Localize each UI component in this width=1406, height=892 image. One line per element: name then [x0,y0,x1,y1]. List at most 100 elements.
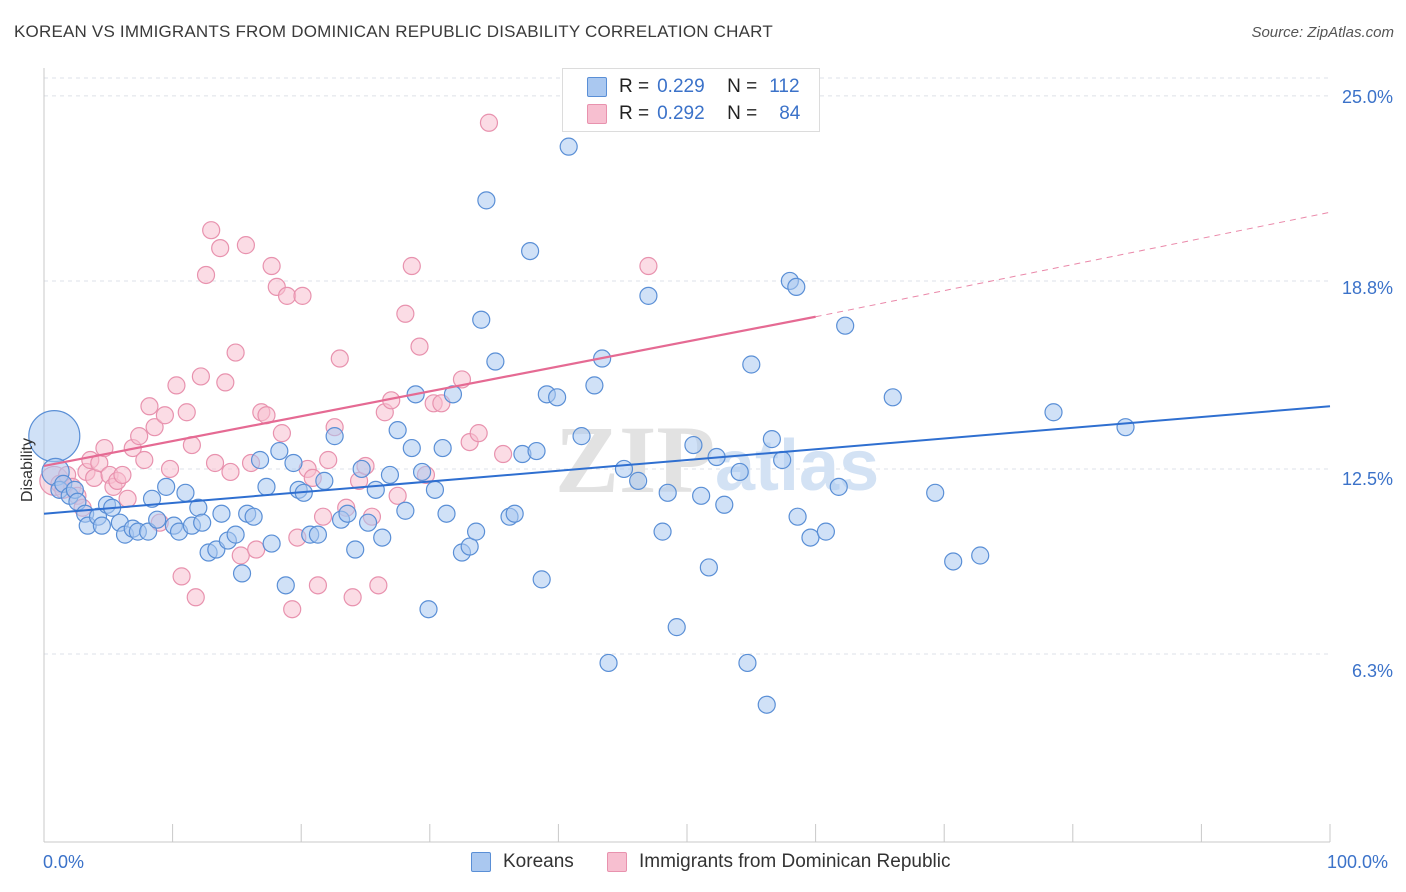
korean-point-60 [419,600,438,619]
korean-point-10 [92,516,111,535]
y-tick-label-12-5: 12.5% [1341,469,1393,489]
dominican-point-11 [95,438,114,458]
korean-point-46 [325,427,344,446]
korean-point-44 [308,525,328,544]
dominican-point-27 [177,403,196,422]
korean-trend-line [43,405,1331,515]
korean-point-49 [346,540,365,559]
y-tick-label-6-3: 6.3% [1351,661,1393,681]
korean-point-111 [971,546,990,565]
x-tick-label-min: 0.0% [43,852,85,872]
korean-n-value: 112 [769,76,800,97]
korean-point-59 [412,462,432,482]
y-tick-label-18-8: 18.8% [1341,278,1393,298]
dominican-point-53 [308,576,328,595]
dominican-n-label: N = [727,103,758,124]
dominican-point-16 [118,489,137,508]
korean-point-108 [883,388,902,407]
dominican-point-33 [205,453,225,473]
dominican-point-30 [191,367,210,386]
korean-point-62 [433,438,452,458]
korean-swatch [587,77,607,97]
dominican-point-39 [236,236,256,255]
korean-point-98 [757,695,776,714]
dominican-r-label: R = [619,103,650,124]
dominican-point-41 [247,540,266,559]
legend-stats: R = 0.229 N = 112 R = 0.292 N = 84 [562,68,820,132]
korean-point-76 [532,570,551,589]
korean-point-18 [142,489,162,508]
dominican-point-77 [494,444,513,464]
dominican-point-19 [135,450,154,470]
korean-point-99 [762,430,781,449]
korean-r-label: R = [619,76,650,97]
dominican-point-78 [639,256,658,276]
dominican-point-67 [396,304,415,323]
korean-point-61 [425,480,445,499]
dominican-point-21 [145,418,164,437]
legend-koreans-label: Koreans [503,851,574,872]
korean-point-54 [380,465,400,485]
korean-point-57 [402,438,421,458]
korean-point-96 [738,653,757,673]
dominican-point-35 [216,373,235,392]
korean-point-52 [366,480,385,499]
korean-point-37 [262,534,281,553]
korean-point-53 [373,528,392,547]
dominican-r-value: 0.292 [657,103,705,124]
korean-point-87 [653,522,672,541]
korean-point-68 [472,310,491,329]
korean-point-100 [773,450,792,470]
dominican-point-36 [221,462,240,482]
korean-point-20 [157,477,176,496]
dominican-point-31 [196,265,216,285]
axes [43,68,1331,843]
y-axis-label: Disability [19,437,36,503]
dominican-point-50 [293,286,312,305]
korean-point-39 [276,576,295,595]
dominican-point-63 [369,576,388,595]
korean-n-label: N = [727,76,758,97]
dominican-point-55 [319,450,338,470]
legend-item-dominican: Immigrants from Dominican Republic [607,851,951,873]
trend-lines [43,211,1331,515]
dominican-point-15 [113,465,132,485]
dominican-point-54 [313,507,333,526]
dominican-point-46 [272,424,292,443]
dominican-point-32 [202,221,221,240]
korean-point-84 [614,459,634,479]
korean-point-90 [684,435,703,455]
korean-point-89 [667,618,686,637]
korean-point-81 [585,376,604,395]
dominican-point-20 [140,397,159,416]
dominican-point-59 [343,588,362,607]
korean-point-35 [250,450,270,470]
korean-point-34 [244,507,263,526]
korean-point-104 [801,528,820,547]
dominican-point-75 [469,424,488,443]
korean-point-94 [715,495,734,514]
dominican-point-66 [388,486,407,505]
dominican-point-48 [283,600,302,619]
korean-point-86 [639,286,658,305]
legend-dominican-swatch [607,852,627,872]
korean-point-103 [788,507,807,526]
dominican-swatch [587,104,607,124]
korean-point-19 [148,510,167,529]
korean-point-88 [658,483,677,502]
dominican-point-29 [186,588,205,607]
korean-point-95 [730,462,749,482]
korean-point-105 [816,522,835,541]
dominican-point-76 [479,113,499,132]
legend-dominican-label: Immigrants from Dominican Republic [639,851,951,872]
korean-point-50 [352,459,371,479]
korean-point-110 [944,552,963,571]
korean-point-92 [699,558,718,577]
korean-point-97 [742,355,761,374]
korean-point-31 [226,525,245,544]
dominican-point-38 [231,546,250,565]
korean-point-75 [527,441,546,461]
korean-point-107 [836,316,855,335]
korean-point-63 [437,504,456,523]
korean-r-value: 0.229 [657,76,705,97]
